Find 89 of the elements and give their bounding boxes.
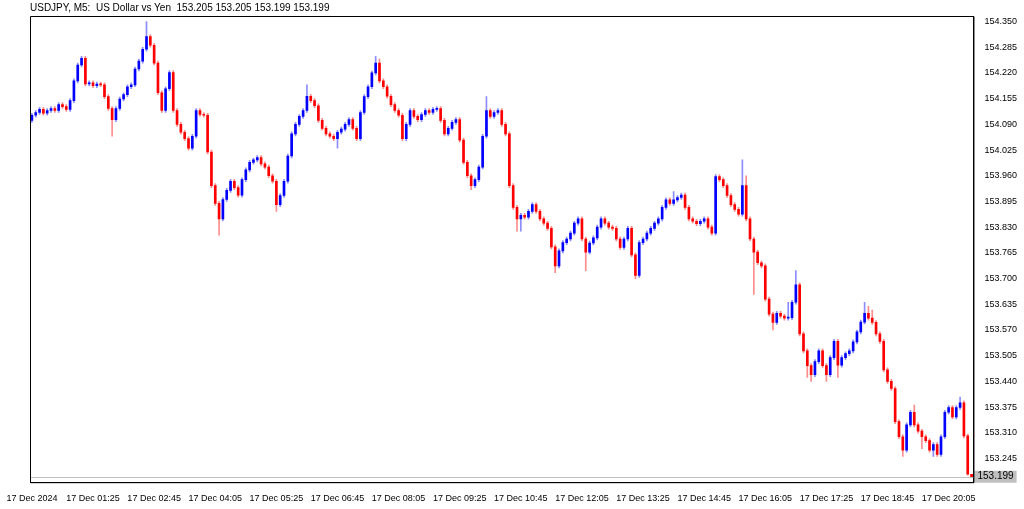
y-tick-label: 153.960: [984, 170, 1018, 181]
x-tick-label: 17 Dec 05:25: [249, 493, 304, 504]
x-tick-label: 17 Dec 12:05: [555, 493, 609, 504]
y-tick-label: 153.505: [984, 350, 1018, 361]
y-tick-label: 154.155: [984, 93, 1018, 104]
candlestick: [634, 252, 637, 279]
candlestick: [805, 348, 809, 378]
candlestick: [523, 212, 526, 220]
x-tick-label: 17 Dec 02:45: [127, 493, 181, 504]
x-tick-label: 17 Dec 2024: [6, 493, 58, 504]
candlestick: [588, 240, 591, 255]
y-tick-label: 153.310: [984, 427, 1018, 438]
candlestick: [737, 207, 740, 217]
candlestick: [401, 112, 404, 141]
x-tick-label: 17 Dec 16:05: [738, 493, 793, 504]
x-tick-label: 17 Dec 06:45: [310, 493, 365, 504]
y-tick-label: 153.570: [984, 324, 1018, 335]
candlestick: [756, 249, 759, 266]
candlestick: [928, 438, 931, 453]
candlestick: [848, 348, 851, 356]
candlestick: [42, 107, 45, 116]
candlestick: [378, 58, 381, 84]
y-tick-label: 153.440: [984, 375, 1018, 386]
candlestick: [653, 220, 656, 231]
x-tick-label: 17 Dec 04:05: [188, 493, 243, 504]
candlestick: [695, 218, 698, 226]
candlestick: [374, 56, 378, 76]
candlestick: [336, 129, 339, 149]
x-tick-label: 17 Dec 01:25: [66, 493, 120, 504]
y-tick-label: 153.635: [984, 298, 1018, 309]
candlestick: [569, 230, 572, 242]
candlestick: [951, 405, 954, 420]
y-tick-label: 154.285: [984, 41, 1018, 52]
candlestick: [718, 174, 721, 183]
candlestick: [840, 355, 844, 368]
candlestick: [424, 108, 427, 117]
y-tick-label: 153.245: [984, 452, 1018, 463]
candlestick: [290, 131, 293, 159]
candlestick: [61, 102, 64, 109]
candlestick: [905, 422, 908, 453]
x-tick-label: 17 Dec 10:45: [494, 493, 548, 504]
x-tick-label: 17 Dec 14:45: [677, 493, 731, 504]
candlestick: [550, 226, 553, 250]
candlestick: [80, 56, 83, 68]
x-tick-label: 17 Dec 09:25: [432, 493, 487, 504]
y-tick-label: 154.090: [984, 118, 1018, 129]
candlestick: [592, 235, 595, 246]
candlestick: [714, 174, 717, 236]
x-tick-label: 17 Dec 20:05: [921, 493, 976, 504]
candlestick: [38, 107, 41, 115]
candlestick: [339, 126, 343, 135]
candlestick: [802, 331, 805, 354]
candlestick: [779, 311, 782, 319]
candlestick: [615, 226, 618, 242]
candlestick: [932, 442, 935, 457]
candlestick: [657, 216, 660, 226]
x-tick-label: 17 Dec 18:45: [860, 493, 915, 504]
y-tick-label: 153.375: [984, 401, 1018, 412]
candlestick: [572, 220, 576, 236]
candlestick: [672, 191, 675, 206]
candlestick: [863, 301, 866, 325]
candlestick: [206, 112, 209, 155]
candlestick: [607, 220, 611, 230]
candlestick: [332, 133, 335, 141]
x-tick-label: 17 Dec 17:25: [799, 493, 854, 504]
y-tick-label: 154.025: [984, 144, 1018, 155]
y-tick-label: 153.765: [984, 247, 1018, 258]
y-tick-label: 154.220: [984, 67, 1018, 78]
candlestick: [676, 195, 679, 203]
y-tick-label: 153.895: [984, 195, 1018, 206]
candlestick: [909, 409, 912, 428]
candlestick: [630, 226, 633, 258]
candlestick: [699, 218, 702, 226]
x-tick-label: 17 Dec 08:05: [371, 493, 426, 504]
chart-title: USDJPY, M5: US Dollar vs Yen 153.205 153.205 153.199 153.199: [30, 1, 330, 13]
candlestick: [126, 84, 129, 97]
candlestick: [275, 178, 278, 212]
y-tick-label: 153.700: [984, 273, 1018, 284]
candlestick: [420, 112, 423, 122]
y-tick-label: 153.830: [984, 221, 1018, 232]
candlestick: [187, 136, 190, 151]
candlestick: [741, 159, 744, 217]
candlestick: [57, 102, 60, 113]
candlestick: [867, 305, 870, 321]
y-tick-label: 154.350: [984, 16, 1018, 27]
candlestick: [84, 56, 87, 87]
ref-line-label: 153.199: [977, 470, 1015, 482]
candlestick: [798, 282, 801, 337]
x-tick-label: 17 Dec 13:25: [616, 493, 670, 504]
